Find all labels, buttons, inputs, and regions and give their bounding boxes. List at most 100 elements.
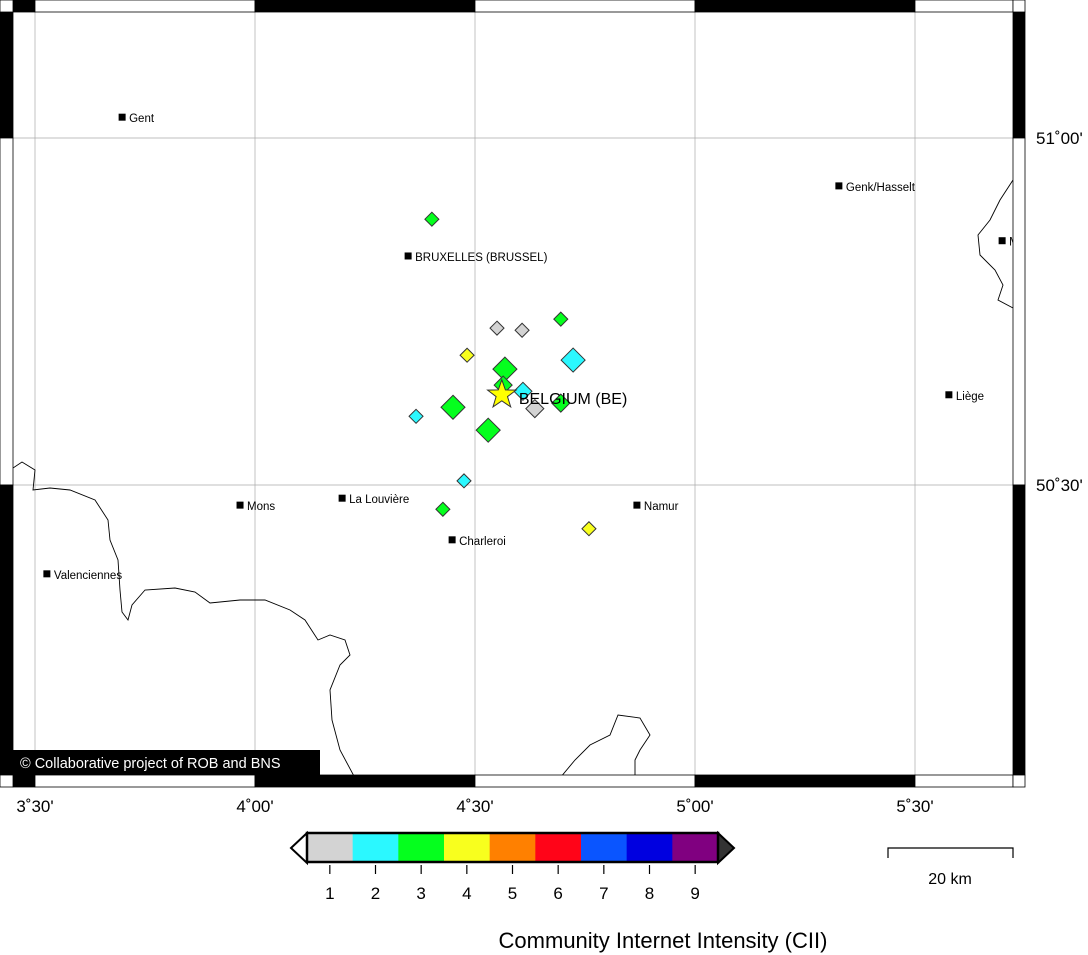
lon-tick-label: 5˚30' (896, 797, 933, 816)
city-label: Charleroi (459, 536, 506, 548)
scale-bar-label: 20 km (928, 871, 972, 888)
frame-segment (914, 774, 1014, 788)
city-label: Genk/Hasselt (846, 182, 916, 194)
frame-segment (12, 774, 36, 788)
copyright-box (13, 750, 320, 775)
frame-segment (0, 137, 14, 486)
colorbar-segment (307, 834, 354, 862)
city-label: La Louvière (349, 494, 409, 506)
colorbar-tick-label: 9 (690, 884, 699, 903)
intensity-diamond (551, 393, 571, 413)
frame-segment (34, 0, 256, 13)
city-marker (338, 494, 346, 502)
intensity-diamond (424, 211, 440, 227)
frame-segment (12, 0, 36, 13)
city-marker (448, 536, 456, 544)
border-line (977, 179, 1013, 309)
intensity-diamond (581, 521, 597, 537)
observations (408, 211, 597, 537)
borders (13, 179, 1013, 775)
city-marker (404, 252, 412, 260)
intensity-diamond (475, 417, 501, 443)
colorbar-high-triangle (717, 830, 736, 866)
frame-segment (0, 11, 14, 139)
frame-segment (254, 774, 476, 788)
colorbar-segment (535, 834, 582, 862)
intensity-diamond (459, 347, 475, 363)
intensity-diamond (525, 398, 545, 419)
colorbar-segment (444, 834, 491, 862)
city-label: Namur (644, 501, 679, 513)
colorbar-segment (489, 834, 536, 862)
colorbar-segment (581, 834, 628, 862)
colorbar-segment (352, 834, 399, 862)
colorbar-segment (626, 834, 673, 862)
epicenter-label: BELGIUM (BE) (519, 391, 627, 408)
city-label: BRUXELLES (BRUSSEL) (415, 252, 547, 264)
map-frame (0, 0, 1026, 788)
frame-segment (34, 774, 256, 788)
city-label: M (1009, 237, 1019, 249)
city-marker (236, 501, 244, 509)
city-marker (118, 113, 126, 121)
frame-segment (0, 484, 14, 776)
frame-segment (1012, 137, 1026, 486)
colorbar-low-triangle (289, 830, 308, 866)
frame-segment (914, 0, 1014, 13)
lon-tick-label: 4˚00' (236, 797, 273, 816)
colorbar-border (305, 831, 720, 864)
frame-corner (1012, 774, 1026, 788)
lon-tick-label: 3˚30' (16, 797, 53, 816)
city-label: Mons (247, 501, 275, 513)
intensity-diamond (560, 347, 586, 373)
colorbar-tick-label: 8 (645, 884, 654, 903)
epicenter: BELGIUM (BE) (486, 378, 627, 409)
city-label: Valenciennes (54, 570, 122, 582)
copyright-text: © Collaborative project of ROB and BNS (20, 756, 281, 772)
colorbar: 1 2 3 4 5 6 7 8 9 (289, 830, 736, 903)
intensity-diamond (435, 501, 451, 517)
colorbar-tick-label: 5 (508, 884, 517, 903)
colorbar-tick-label: 2 (371, 884, 380, 903)
frame-segment (474, 0, 696, 13)
lat-tick-label: 51˚00' (1036, 129, 1083, 148)
colorbar-tick-label: 6 (553, 884, 562, 903)
frame-corner (0, 774, 14, 788)
legend-title: Community Internet Intensity (CII) (499, 928, 828, 953)
lon-tick-label: 5˚00' (676, 797, 713, 816)
epicenter-star-icon (486, 378, 518, 409)
lat-tick-label: 50˚30' (1036, 476, 1083, 495)
city-label: Gent (129, 113, 155, 125)
colorbar-segment (672, 834, 719, 862)
city-label: Liège (956, 391, 984, 403)
frame-segment (474, 774, 696, 788)
axis-labels: 3˚30' 4˚00' 4˚30' 5˚00' 5˚30' 51˚00' 50˚30' (16, 129, 1082, 816)
city-marker (998, 237, 1006, 245)
intensity-diamond (408, 408, 424, 425)
intensity-diamond (513, 381, 533, 402)
colorbar-tick-label: 1 (325, 884, 334, 903)
intensity-diamond (553, 311, 569, 327)
frame-segment (254, 0, 476, 13)
frame-corner (0, 0, 14, 13)
city-marker (43, 570, 51, 578)
city-marker (835, 182, 843, 190)
intensity-diamond (489, 320, 505, 336)
frame-corner (1012, 0, 1026, 13)
lon-tick-label: 4˚30' (456, 797, 493, 816)
frame-segment (694, 0, 916, 13)
city-marker (945, 391, 953, 399)
colorbar-tick-label: 3 (416, 884, 425, 903)
frame-segment (1012, 11, 1026, 139)
frame-segment (694, 774, 916, 788)
colorbar-segment (398, 834, 445, 862)
intensity-diamond (440, 394, 466, 420)
scale-bar: 20 km (887, 847, 1014, 888)
border-line (13, 461, 354, 775)
border-line (561, 714, 651, 775)
colorbar-tick-label: 7 (599, 884, 608, 903)
graticule (13, 12, 1013, 775)
intensity-diamond (514, 322, 530, 338)
intensity-diamond (456, 473, 472, 489)
